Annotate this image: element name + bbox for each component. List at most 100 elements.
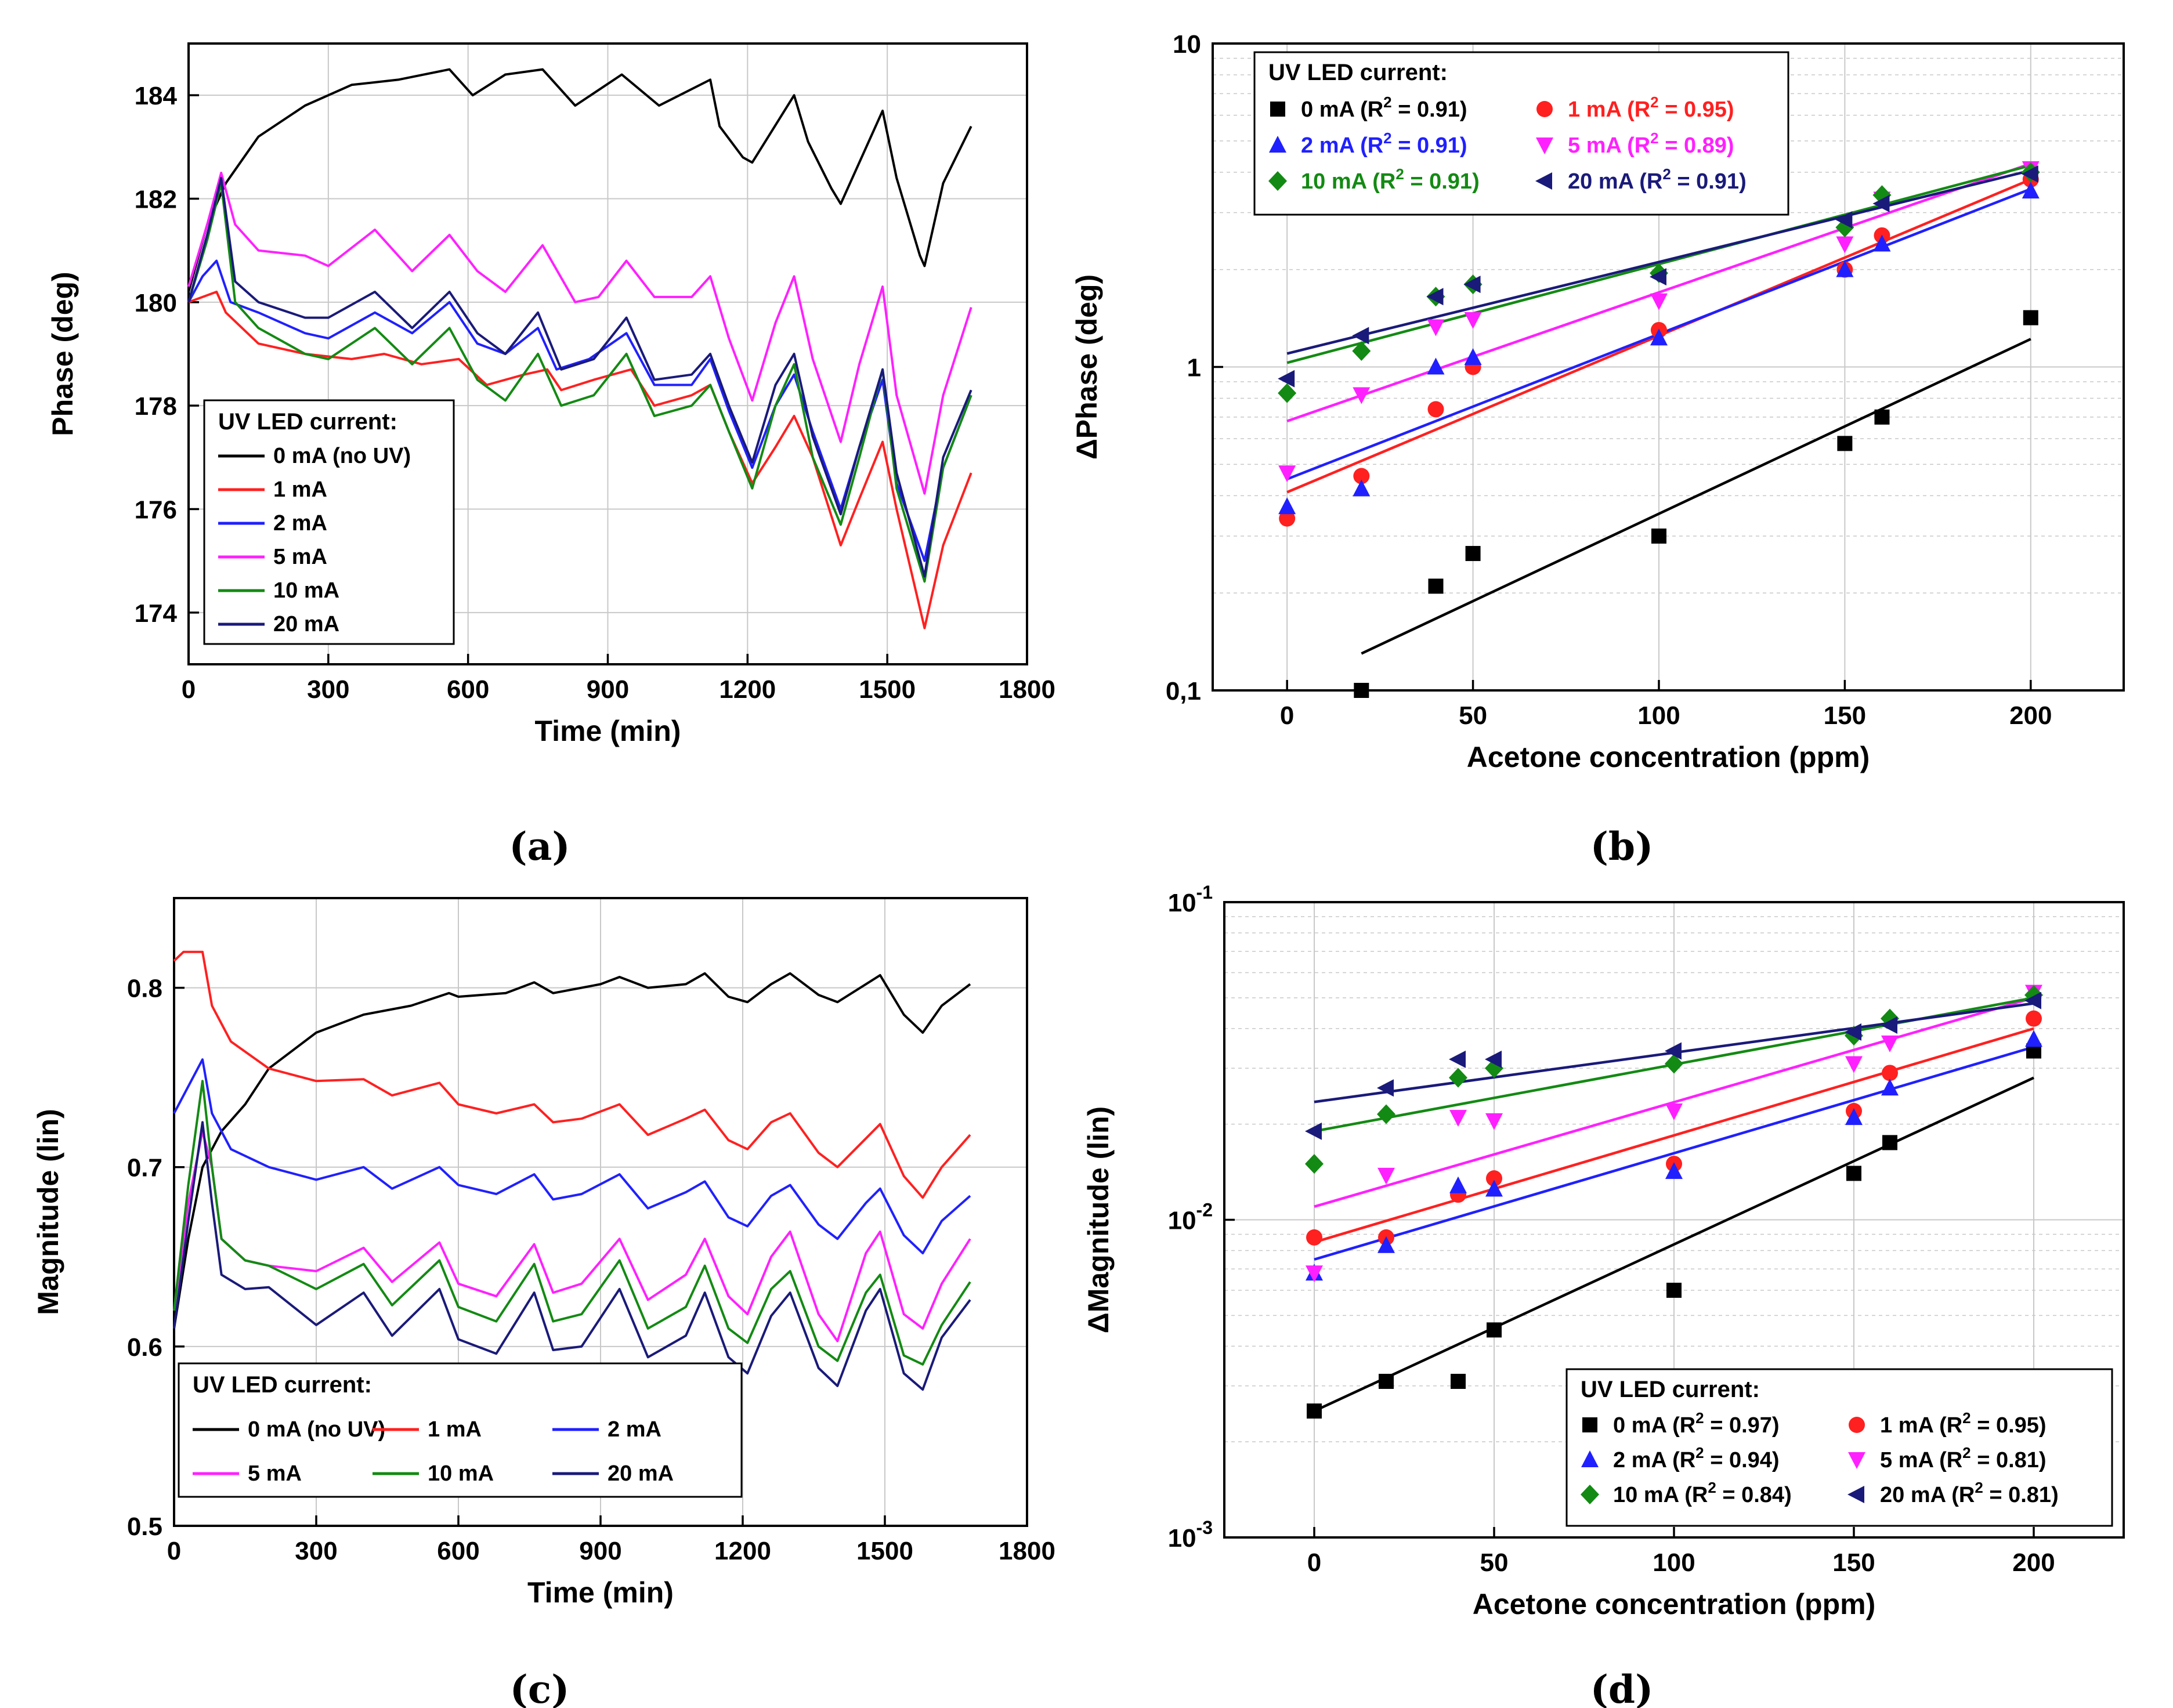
- series-line-0mA: [173, 972, 971, 1329]
- legend-r2-close: ): [1472, 169, 1480, 194]
- y-tick-base: 10: [1168, 889, 1196, 917]
- legend-r2-prefix: (R: [1666, 1448, 1696, 1472]
- x-tick-label: 1200: [714, 1537, 771, 1565]
- data-point-20mA: [1377, 1079, 1394, 1097]
- legend-r2-value: 0.81: [2008, 1483, 2051, 1507]
- legend-entry-2mA: 2 mA (R2 = 0.91): [1301, 129, 1467, 158]
- legend-entry-1mA: 1 mA: [273, 477, 327, 502]
- x-tick-label: 600: [437, 1537, 479, 1565]
- series-line-5mA: [173, 1130, 971, 1342]
- legend-series-name: 5 mA: [1880, 1448, 1933, 1472]
- data-point-5mA: [1464, 312, 1482, 330]
- y-axis-label: Phase (deg): [46, 272, 79, 436]
- legend-r2-prefix: (R: [1946, 1483, 1975, 1507]
- legend-r2-prefix: (R: [1621, 97, 1651, 122]
- x-axis-label: Acetone concentration (ppm): [1473, 1588, 1875, 1620]
- legend-series-name: 0 mA: [1301, 97, 1354, 122]
- x-tick-label: 200: [2012, 1548, 2055, 1577]
- data-point-2mA: [1427, 357, 1445, 375]
- x-tick-label: 0: [1307, 1548, 1321, 1577]
- x-tick-label: 0: [1280, 701, 1294, 730]
- data-point-2mA: [2025, 1030, 2042, 1047]
- data-point-0mA: [1651, 529, 1666, 544]
- data-point-0mA: [1379, 1373, 1394, 1389]
- data-point-0mA: [1874, 409, 1890, 425]
- legend-series-name: 10 mA: [1613, 1483, 1679, 1507]
- data-point-0mA: [1451, 1373, 1466, 1389]
- legend-r2-prefix: (R: [1621, 133, 1651, 158]
- legend-r2-equals: =: [1392, 97, 1417, 122]
- legend-r2-superscript: 2: [1962, 1444, 1970, 1461]
- data-point-20mA: [2021, 165, 2038, 183]
- legend-marker-5mA: [1536, 137, 1553, 154]
- legend-marker-20mA: [1847, 1486, 1864, 1503]
- legend-series-name: 2 mA: [1301, 133, 1354, 158]
- y-axis-label: ΔMagnitude (lin): [1082, 1106, 1115, 1333]
- y-tick-label: 0.8: [127, 975, 162, 1003]
- legend-box: [1565, 1368, 2113, 1527]
- x-tick-label: 1500: [856, 1537, 913, 1565]
- legend-marker-10mA: [1581, 1485, 1599, 1504]
- data-point-2mA: [1278, 497, 1296, 515]
- y-tick-label: 0.5: [127, 1512, 162, 1541]
- legend-marker-0mA: [1270, 102, 1285, 117]
- data-point-20mA: [1426, 288, 1444, 306]
- data-point-2mA: [1881, 1079, 1899, 1096]
- x-tick-label: 100: [1653, 1548, 1695, 1577]
- legend-marker-2mA: [1269, 136, 1286, 153]
- x-tick-label: 100: [1637, 701, 1680, 730]
- legend-entry-2mA: 2 mA: [273, 511, 327, 535]
- x-tick-label: 50: [1459, 701, 1487, 730]
- legend-r2-close: ): [1772, 1413, 1780, 1438]
- x-tick-label: 150: [1824, 701, 1866, 730]
- legend-entry-5mA: 5 mA: [273, 545, 327, 569]
- legend-r2-close: ): [1460, 133, 1467, 158]
- y-tick-label: 180: [135, 289, 177, 317]
- y-tick-label: 10-2: [1168, 1200, 1213, 1235]
- legend-marker-1mA: [1849, 1417, 1865, 1433]
- data-point-2mA: [1873, 234, 1891, 252]
- data-point-5mA: [1427, 319, 1445, 336]
- series-line-0mA: [187, 68, 972, 292]
- fit-line-2mA: [1314, 1045, 2034, 1261]
- legend-r2-value: 0.95: [1996, 1413, 2039, 1438]
- y-tick-label: 176: [135, 496, 177, 524]
- x-axis-label: Time (min): [527, 1576, 674, 1609]
- fit-line-5mA: [1286, 162, 2031, 423]
- legend-r2-prefix: (R: [1933, 1413, 1963, 1438]
- panel-label-b: (b): [1590, 824, 1654, 869]
- legend-r2-value: 0.95: [1684, 97, 1727, 122]
- legend-title: UV LED current:: [1268, 60, 1448, 85]
- legend-entry-5mA: 5 mA (R2 = 0.81): [1880, 1444, 2047, 1472]
- data-point-5mA: [1650, 293, 1668, 310]
- data-point-20mA: [1278, 370, 1295, 388]
- legend-marker-0mA: [1582, 1417, 1597, 1432]
- data-point-5mA: [1665, 1103, 1683, 1121]
- legend-series-name: 1 mA: [1880, 1413, 1933, 1438]
- legend-r2-equals: =: [1704, 1413, 1729, 1438]
- data-point-1mA: [1882, 1065, 1898, 1081]
- legend-r2-equals: =: [1659, 133, 1684, 158]
- data-point-10mA: [1665, 1054, 1683, 1074]
- x-tick-label: 900: [579, 1537, 621, 1565]
- data-point-5mA: [1836, 236, 1854, 254]
- data-point-10mA: [1449, 1068, 1467, 1088]
- data-point-0mA: [1837, 436, 1853, 451]
- data-point-0mA: [1354, 683, 1369, 698]
- legend-title: UV LED current:: [1581, 1377, 1760, 1402]
- series-line-2mA: [173, 1058, 971, 1255]
- data-point-20mA: [1449, 1050, 1466, 1068]
- legend-series-name: 2 mA: [1613, 1448, 1666, 1472]
- y-tick-label: 174: [135, 599, 178, 628]
- panel-label-c: (c): [510, 1667, 570, 1708]
- legend-entry-2mA: 2 mA (R2 = 0.94): [1613, 1444, 1780, 1472]
- data-point-20mA: [1305, 1122, 1322, 1140]
- legend-r2-equals: =: [1983, 1483, 2008, 1507]
- data-point-1mA: [1279, 510, 1296, 527]
- fit-line-5mA: [1314, 996, 2034, 1208]
- x-tick-label: 200: [2009, 701, 2052, 730]
- chart-b-delta-phase-vs-concentration: 0 50 100 150 200 0,1 1 10 Acetone concentration …: [1071, 30, 2125, 773]
- series-line-5mA: [187, 171, 972, 495]
- data-point-20mA: [1881, 1016, 1897, 1034]
- x-axis-label: Time (min): [535, 715, 681, 747]
